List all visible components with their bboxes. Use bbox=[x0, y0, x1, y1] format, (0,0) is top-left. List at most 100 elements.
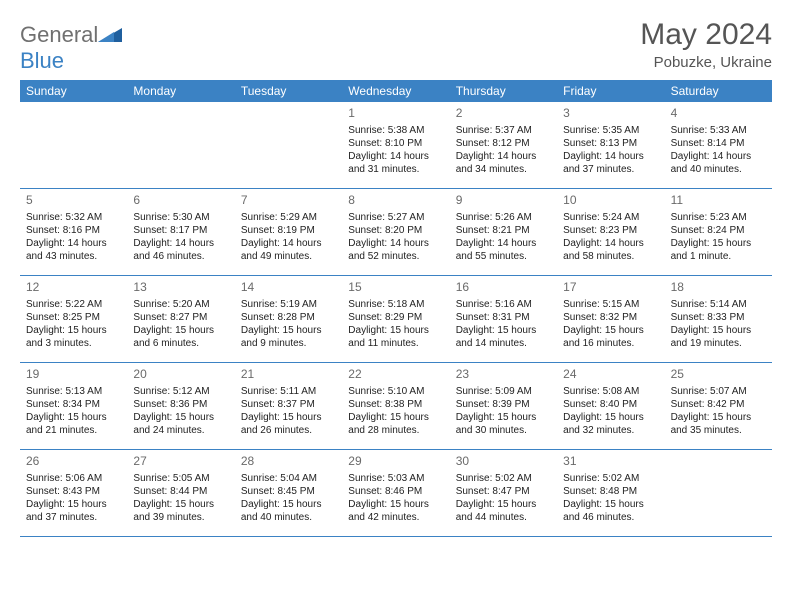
sunset-text: Sunset: 8:40 PM bbox=[563, 398, 658, 411]
sunrise-text: Sunrise: 5:15 AM bbox=[563, 298, 658, 311]
day-number: 13 bbox=[133, 280, 228, 296]
sunrise-text: Sunrise: 5:16 AM bbox=[456, 298, 551, 311]
daylight-text: Daylight: 15 hours and 9 minutes. bbox=[241, 324, 336, 350]
calendar-cell: 5Sunrise: 5:32 AMSunset: 8:16 PMDaylight… bbox=[20, 189, 127, 275]
daylight-text: Daylight: 15 hours and 21 minutes. bbox=[26, 411, 121, 437]
sunrise-text: Sunrise: 5:05 AM bbox=[133, 472, 228, 485]
calendar-cell bbox=[665, 450, 772, 536]
daylight-text: Daylight: 15 hours and 6 minutes. bbox=[133, 324, 228, 350]
sunset-text: Sunset: 8:33 PM bbox=[671, 311, 766, 324]
sunset-text: Sunset: 8:19 PM bbox=[241, 224, 336, 237]
sunset-text: Sunset: 8:34 PM bbox=[26, 398, 121, 411]
sunrise-text: Sunrise: 5:11 AM bbox=[241, 385, 336, 398]
daylight-text: Daylight: 15 hours and 14 minutes. bbox=[456, 324, 551, 350]
daylight-text: Daylight: 14 hours and 52 minutes. bbox=[348, 237, 443, 263]
sunset-text: Sunset: 8:12 PM bbox=[456, 137, 551, 150]
title-block: May 2024 Pobuzke, Ukraine bbox=[640, 18, 772, 71]
day-number: 30 bbox=[456, 454, 551, 470]
page-title: May 2024 bbox=[640, 18, 772, 52]
sunrise-text: Sunrise: 5:04 AM bbox=[241, 472, 336, 485]
daylight-text: Daylight: 15 hours and 1 minute. bbox=[671, 237, 766, 263]
sunrise-text: Sunrise: 5:35 AM bbox=[563, 124, 658, 137]
calendar-cell: 27Sunrise: 5:05 AMSunset: 8:44 PMDayligh… bbox=[127, 450, 234, 536]
daylight-text: Daylight: 14 hours and 49 minutes. bbox=[241, 237, 336, 263]
sunrise-text: Sunrise: 5:37 AM bbox=[456, 124, 551, 137]
day-header: Friday bbox=[557, 80, 664, 102]
calendar-cell: 25Sunrise: 5:07 AMSunset: 8:42 PMDayligh… bbox=[665, 363, 772, 449]
calendar-cell: 1Sunrise: 5:38 AMSunset: 8:10 PMDaylight… bbox=[342, 102, 449, 188]
day-number: 9 bbox=[456, 193, 551, 209]
sunrise-text: Sunrise: 5:10 AM bbox=[348, 385, 443, 398]
sunset-text: Sunset: 8:28 PM bbox=[241, 311, 336, 324]
week-row: 12Sunrise: 5:22 AMSunset: 8:25 PMDayligh… bbox=[20, 276, 772, 363]
sunrise-text: Sunrise: 5:08 AM bbox=[563, 385, 658, 398]
sunset-text: Sunset: 8:39 PM bbox=[456, 398, 551, 411]
sunrise-text: Sunrise: 5:32 AM bbox=[26, 211, 121, 224]
sunrise-text: Sunrise: 5:14 AM bbox=[671, 298, 766, 311]
daylight-text: Daylight: 14 hours and 43 minutes. bbox=[26, 237, 121, 263]
calendar-cell: 23 Sunrise: 5:09 AMSunset: 8:39 PMDayligh… bbox=[450, 363, 557, 449]
day-number: 18 bbox=[671, 280, 766, 296]
daylight-text: Daylight: 14 hours and 55 minutes. bbox=[456, 237, 551, 263]
daylight-text: Daylight: 15 hours and 19 minutes. bbox=[671, 324, 766, 350]
day-header: Monday bbox=[127, 80, 234, 102]
day-number: 10 bbox=[563, 193, 658, 209]
calendar-cell: 15Sunrise: 5:18 AMSunset: 8:29 PMDayligh… bbox=[342, 276, 449, 362]
daylight-text: Daylight: 14 hours and 58 minutes. bbox=[563, 237, 658, 263]
calendar-cell: 17Sunrise: 5:15 AMSunset: 8:32 PMDayligh… bbox=[557, 276, 664, 362]
daylight-text: Daylight: 15 hours and 26 minutes. bbox=[241, 411, 336, 437]
sunset-text: Sunset: 8:47 PM bbox=[456, 485, 551, 498]
week-row: 26Sunrise: 5:06 AMSunset: 8:43 PMDayligh… bbox=[20, 450, 772, 537]
daylight-text: Daylight: 14 hours and 46 minutes. bbox=[133, 237, 228, 263]
day-number: 16 bbox=[456, 280, 551, 296]
sunset-text: Sunset: 8:43 PM bbox=[26, 485, 121, 498]
sunset-text: Sunset: 8:20 PM bbox=[348, 224, 443, 237]
calendar-cell: 20Sunrise: 5:12 AMSunset: 8:36 PMDayligh… bbox=[127, 363, 234, 449]
sunrise-text: Sunrise: 5:13 AM bbox=[26, 385, 121, 398]
sunrise-text: Sunrise: 5:02 AM bbox=[563, 472, 658, 485]
location-label: Pobuzke, Ukraine bbox=[640, 54, 772, 71]
calendar-cell: 22Sunrise: 5:10 AMSunset: 8:38 PMDayligh… bbox=[342, 363, 449, 449]
sunrise-text: Sunrise: 5:30 AM bbox=[133, 211, 228, 224]
sunrise-text: Sunrise: 5:09 AM bbox=[456, 385, 551, 398]
day-number: 3 bbox=[563, 106, 658, 122]
daylight-text: Daylight: 14 hours and 34 minutes. bbox=[456, 150, 551, 176]
daylight-text: Daylight: 15 hours and 30 minutes. bbox=[456, 411, 551, 437]
daylight-text: Daylight: 14 hours and 31 minutes. bbox=[348, 150, 443, 176]
week-row: 1Sunrise: 5:38 AMSunset: 8:10 PMDaylight… bbox=[20, 102, 772, 189]
sunrise-text: Sunrise: 5:02 AM bbox=[456, 472, 551, 485]
sunrise-text: Sunrise: 5:19 AM bbox=[241, 298, 336, 311]
daylight-text: Daylight: 15 hours and 42 minutes. bbox=[348, 498, 443, 524]
sunrise-text: Sunrise: 5:18 AM bbox=[348, 298, 443, 311]
sunset-text: Sunset: 8:14 PM bbox=[671, 137, 766, 150]
calendar-cell: 19Sunrise: 5:13 AMSunset: 8:34 PMDayligh… bbox=[20, 363, 127, 449]
day-number: 28 bbox=[241, 454, 336, 470]
day-number: 22 bbox=[348, 367, 443, 383]
day-number: 12 bbox=[26, 280, 121, 296]
daylight-text: Daylight: 15 hours and 46 minutes. bbox=[563, 498, 658, 524]
sunset-text: Sunset: 8:23 PM bbox=[563, 224, 658, 237]
daylight-text: Daylight: 15 hours and 24 minutes. bbox=[133, 411, 228, 437]
day-number: 2 bbox=[456, 106, 551, 122]
day-header: Thursday bbox=[450, 80, 557, 102]
logo: General Blue bbox=[20, 22, 122, 74]
daylight-text: Daylight: 14 hours and 40 minutes. bbox=[671, 150, 766, 176]
calendar-cell: 12Sunrise: 5:22 AMSunset: 8:25 PMDayligh… bbox=[20, 276, 127, 362]
sunset-text: Sunset: 8:13 PM bbox=[563, 137, 658, 150]
day-number: 23 bbox=[456, 367, 551, 383]
day-number: 20 bbox=[133, 367, 228, 383]
calendar-cell: 8Sunrise: 5:27 AMSunset: 8:20 PMDaylight… bbox=[342, 189, 449, 275]
sunrise-text: Sunrise: 5:38 AM bbox=[348, 124, 443, 137]
calendar-cell bbox=[235, 102, 342, 188]
sunrise-text: Sunrise: 5:03 AM bbox=[348, 472, 443, 485]
calendar-cell bbox=[127, 102, 234, 188]
day-number: 27 bbox=[133, 454, 228, 470]
sunset-text: Sunset: 8:24 PM bbox=[671, 224, 766, 237]
sunset-text: Sunset: 8:16 PM bbox=[26, 224, 121, 237]
day-number: 6 bbox=[133, 193, 228, 209]
daylight-text: Daylight: 15 hours and 39 minutes. bbox=[133, 498, 228, 524]
sunset-text: Sunset: 8:10 PM bbox=[348, 137, 443, 150]
day-number: 11 bbox=[671, 193, 766, 209]
sunrise-text: Sunrise: 5:26 AM bbox=[456, 211, 551, 224]
daylight-text: Daylight: 15 hours and 40 minutes. bbox=[241, 498, 336, 524]
